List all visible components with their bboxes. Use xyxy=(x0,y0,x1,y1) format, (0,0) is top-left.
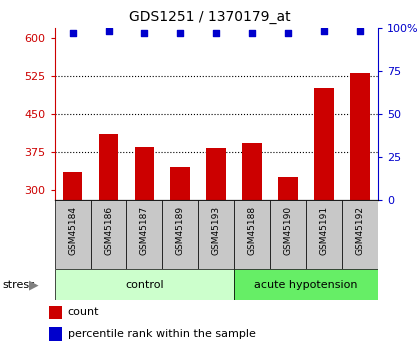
Text: GSM45188: GSM45188 xyxy=(248,206,257,255)
Point xyxy=(285,30,291,36)
Bar xyxy=(314,88,334,200)
Point xyxy=(105,28,112,34)
Text: GSM45186: GSM45186 xyxy=(104,206,113,255)
Text: GSM45187: GSM45187 xyxy=(140,206,149,255)
Bar xyxy=(234,200,270,269)
Text: acute hypotension: acute hypotension xyxy=(255,280,358,289)
Bar xyxy=(163,200,198,269)
Point xyxy=(357,28,363,34)
Text: GSM45189: GSM45189 xyxy=(176,206,185,255)
Text: stress: stress xyxy=(2,280,35,289)
Bar xyxy=(342,200,378,269)
Point xyxy=(249,30,256,36)
Text: GDS1251 / 1370179_at: GDS1251 / 1370179_at xyxy=(129,10,291,24)
Text: count: count xyxy=(68,307,100,317)
Text: GSM45193: GSM45193 xyxy=(212,206,221,255)
Point xyxy=(141,30,148,36)
Text: GSM45191: GSM45191 xyxy=(320,206,328,255)
Point xyxy=(213,30,220,36)
Bar xyxy=(350,73,370,200)
Bar xyxy=(126,200,163,269)
Bar xyxy=(206,148,226,200)
Text: GSM45184: GSM45184 xyxy=(68,206,77,255)
Text: ▶: ▶ xyxy=(29,278,38,291)
Text: GSM45192: GSM45192 xyxy=(356,206,365,255)
Text: GSM45190: GSM45190 xyxy=(284,206,293,255)
Bar xyxy=(234,269,378,300)
Point xyxy=(321,28,328,34)
Text: percentile rank within the sample: percentile rank within the sample xyxy=(68,329,256,339)
Bar xyxy=(91,200,126,269)
Bar xyxy=(50,306,62,319)
Text: control: control xyxy=(125,280,164,289)
Bar xyxy=(242,143,262,200)
Bar xyxy=(306,200,342,269)
Bar xyxy=(55,269,234,300)
Bar xyxy=(171,167,190,200)
Bar xyxy=(63,172,82,200)
Bar xyxy=(278,177,298,200)
Bar xyxy=(55,200,91,269)
Point xyxy=(69,30,76,36)
Bar xyxy=(270,200,306,269)
Point xyxy=(177,30,184,36)
Bar xyxy=(50,327,62,341)
Bar xyxy=(99,134,118,200)
Bar xyxy=(134,147,154,200)
Bar xyxy=(198,200,234,269)
